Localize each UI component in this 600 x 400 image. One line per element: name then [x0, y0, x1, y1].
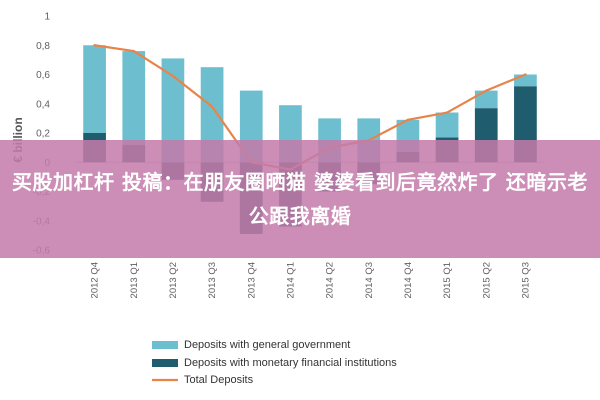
total-deposits-point — [406, 118, 410, 122]
bar-general-government — [122, 51, 146, 145]
y-tick-label: 0,6 — [36, 70, 50, 81]
total-deposits-point — [445, 111, 449, 114]
legend: Deposits with general government Deposits… — [152, 339, 397, 386]
total-deposits-point — [93, 44, 96, 47]
legend-label: Deposits with monetary financial institu… — [184, 357, 397, 369]
x-tick-label: 2012 Q4 — [90, 262, 101, 298]
legend-swatch — [152, 341, 178, 349]
x-tick-label: 2013 Q1 — [129, 262, 140, 298]
bar-general-government — [474, 90, 498, 109]
x-tick-label: 2013 Q2 — [168, 262, 179, 298]
x-tick-label: 2015 Q2 — [481, 262, 492, 298]
total-deposits-point — [524, 73, 527, 76]
headline-text: 买股加杠杆 投稿：在朋友圈晒猫 婆婆看到后竟然炸了 还暗示老公跟我离婚 — [12, 170, 588, 228]
y-tick-label: 0,2 — [36, 129, 50, 140]
x-tick-label: 2015 Q3 — [520, 262, 531, 298]
x-tick-label: 2013 Q3 — [207, 262, 218, 298]
x-tick-label: 2013 Q4 — [246, 262, 257, 298]
total-deposits-point — [132, 49, 135, 53]
legend-label: Deposits with general government — [184, 339, 350, 351]
x-tick-label: 2014 Q3 — [364, 262, 375, 298]
legend-label: Total Deposits — [184, 374, 254, 386]
total-deposits-point — [210, 105, 214, 108]
total-deposits-point — [171, 74, 175, 78]
bar-general-government — [435, 112, 459, 138]
x-tick-label: 2014 Q4 — [403, 262, 414, 298]
y-tick-label: 1 — [44, 12, 50, 23]
x-tick-label: 2014 Q1 — [285, 262, 296, 298]
legend-swatch — [152, 359, 178, 367]
bar-general-government — [200, 67, 224, 163]
x-tick-label: 2015 Q1 — [442, 262, 453, 298]
total-deposits-point — [485, 89, 488, 92]
x-tick-label: 2014 Q2 — [325, 262, 336, 298]
bar-general-government — [161, 58, 185, 163]
bar-general-government — [514, 74, 537, 87]
y-tick-label: 0,4 — [36, 99, 50, 110]
headline-banner: 买股加杠杆 投稿：在朋友圈晒猫 婆婆看到后竟然炸了 还暗示老公跟我离婚 — [0, 140, 600, 258]
y-tick-label: 0,8 — [36, 41, 50, 52]
bar-general-government — [83, 45, 106, 133]
